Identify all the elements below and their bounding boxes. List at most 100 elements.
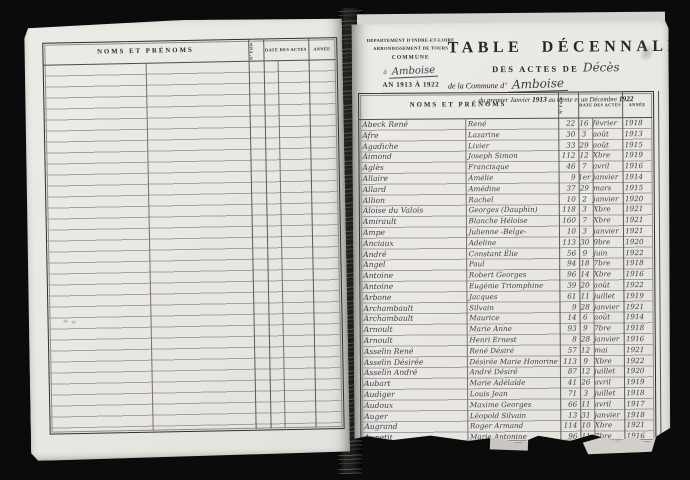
month-cell: avril: [594, 377, 611, 387]
surname-cell: Auger: [364, 411, 388, 421]
given-name-cell: Paul: [468, 259, 485, 269]
surname-cell: Archambault: [363, 314, 414, 324]
year-cell: 1920: [626, 366, 645, 376]
month-cell: 7bre: [593, 258, 611, 268]
pencil-smudge: [63, 318, 79, 325]
year-cell: 1922: [625, 247, 644, 257]
year-cell: 1920: [624, 193, 644, 203]
month-cell: janvier: [594, 334, 620, 344]
folio-cell: 33: [566, 140, 576, 150]
folio-cell: 113: [562, 237, 577, 247]
surname-cell: Arbone: [363, 292, 392, 302]
given-name-cell: Robert Georges: [468, 270, 527, 280]
surname-cell: Allaire: [362, 173, 389, 184]
surname-cell: Aubart: [364, 378, 391, 389]
folio-cell: 9: [571, 172, 576, 182]
given-name-cell: René: [467, 119, 487, 129]
page-edge-line: [658, 91, 661, 435]
surname-cell: Antoine: [363, 281, 394, 291]
folio-cell: 66: [568, 399, 578, 409]
month-cell: mai: [594, 345, 608, 355]
given-name-cell: Blanche Héloïse: [468, 216, 528, 226]
commune-line: de la Commune d’ Amboise: [448, 76, 664, 93]
given-name-cell: Roger Armand: [469, 421, 524, 431]
admin-block: DÉPARTEMENT D'INDRE-ET-LOIRE ARRONDISSEM…: [360, 37, 462, 89]
surname-cell: Aloise du Valois: [362, 205, 424, 216]
surname-cell: Audoux: [364, 400, 394, 410]
given-name-cell: Rachel: [468, 194, 494, 204]
year-cell: 1914: [624, 172, 644, 182]
year-cell: 1922: [625, 280, 644, 290]
given-name-cell: Francisque: [468, 162, 510, 172]
month-cell: avril: [594, 399, 612, 409]
given-name-cell: Marie Adélaïde: [469, 378, 526, 388]
folio-cell: 10: [566, 194, 576, 204]
given-name-cell: Silvain: [469, 302, 494, 312]
left-page: NOMS ET PRÉNOMS N° Folio DATE DES ACTES …: [23, 17, 350, 461]
acts-subtitle-printed: DES ACTES DE: [492, 63, 579, 75]
year-cell: 1921: [626, 420, 645, 430]
folio-cell: 30: [566, 129, 576, 139]
year-cell: 1921: [625, 215, 644, 225]
surname-cell: Allard: [362, 184, 387, 194]
surname-cell: Amirault: [362, 216, 397, 227]
month-cell: juillet: [593, 291, 615, 301]
folio-cell: 46: [566, 161, 576, 171]
years-range-label: AN 1913 À 1922: [382, 80, 440, 89]
surname-cell: Agadiche: [362, 141, 399, 151]
month-cell: Xbre: [593, 269, 612, 279]
folio-cell: 61: [567, 291, 577, 301]
given-name-cell: Georges (Dauphin): [468, 205, 538, 215]
left-ruled-rows: [44, 60, 342, 433]
records-rows: Abeck René René 22 16 février 1918 Afre …: [359, 118, 654, 444]
month-cell: juin: [593, 247, 608, 257]
folio-cell: 160: [562, 215, 576, 225]
date-header: DATE DES ACTES: [579, 102, 622, 108]
month-cell: juillet: [594, 388, 616, 398]
surname-cell: Allion: [362, 195, 386, 205]
commune-line-handwritten: Amboise: [508, 76, 569, 93]
folio-cell: 37: [566, 183, 576, 193]
folio-cell: 87: [567, 366, 578, 376]
month-cell: août: [593, 280, 610, 290]
folio-cell: 9: [571, 302, 577, 312]
surname-cell: Augrand: [364, 422, 398, 432]
month-cell: juillet: [594, 366, 616, 376]
month-cell: janvier: [593, 226, 619, 236]
year-cell: 1916: [625, 269, 644, 279]
month-cell: janvier: [593, 193, 619, 204]
acts-type-handwritten: Décès: [582, 60, 620, 75]
surname-cell: Asselin Désirée: [363, 357, 424, 367]
given-name-cell: Maxime Georges: [469, 399, 532, 410]
folio-cell: 39: [567, 280, 577, 290]
month-cell: août: [592, 129, 609, 139]
folio-cell: 114: [563, 420, 578, 430]
acts-subtitle: DES ACTES DE Décès: [448, 60, 664, 76]
folio-cell: 22: [566, 118, 576, 128]
commune-handwritten: Amboise: [389, 65, 439, 79]
folio-cell: 112: [561, 150, 576, 161]
month-cell: février: [592, 118, 618, 128]
year-cell: 1914: [625, 312, 645, 322]
given-name-cell: Henri Ernest: [469, 334, 517, 345]
month-cell: Xbre: [593, 204, 611, 214]
surname-cell: Audiger: [364, 389, 395, 399]
given-name-cell: Marie Antonine: [470, 432, 527, 442]
year-cell: 1918: [625, 323, 645, 333]
month-cell: mars: [593, 183, 612, 193]
year-cell: 1916: [625, 334, 645, 344]
given-name-cell: Marie Anne: [469, 324, 512, 334]
folio-cell: 94: [567, 258, 577, 268]
year-cell: 1918: [625, 258, 644, 268]
given-name-cell: Louis Jean: [469, 388, 508, 399]
given-name-cell: Jacques: [469, 291, 498, 302]
year-cell: 1913: [624, 128, 643, 139]
department-line: DÉPARTEMENT D'INDRE-ET-LOIRE: [366, 37, 455, 44]
surname-cell: Antoine: [363, 270, 394, 281]
month-cell: janvier: [593, 301, 620, 311]
given-name-cell: Maurice: [469, 313, 500, 323]
surname-cell: André: [363, 249, 387, 259]
left-year-header: ANNÉE: [313, 46, 331, 52]
year-cell: 1919: [626, 377, 645, 387]
